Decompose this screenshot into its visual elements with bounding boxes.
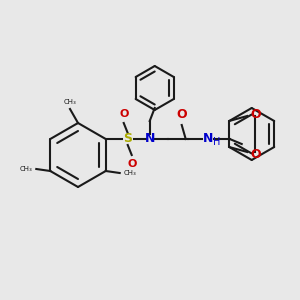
- Text: N: N: [145, 133, 155, 146]
- Text: CH₃: CH₃: [20, 166, 32, 172]
- Text: O: O: [127, 159, 136, 169]
- Text: S: S: [123, 133, 132, 146]
- Text: CH₃: CH₃: [64, 99, 76, 105]
- Text: O: O: [176, 108, 187, 121]
- Text: N: N: [202, 133, 213, 146]
- Text: O: O: [119, 109, 128, 119]
- Text: O: O: [250, 148, 261, 160]
- Text: CH₃: CH₃: [124, 170, 136, 176]
- Text: O: O: [250, 107, 261, 121]
- Text: H: H: [213, 137, 220, 147]
